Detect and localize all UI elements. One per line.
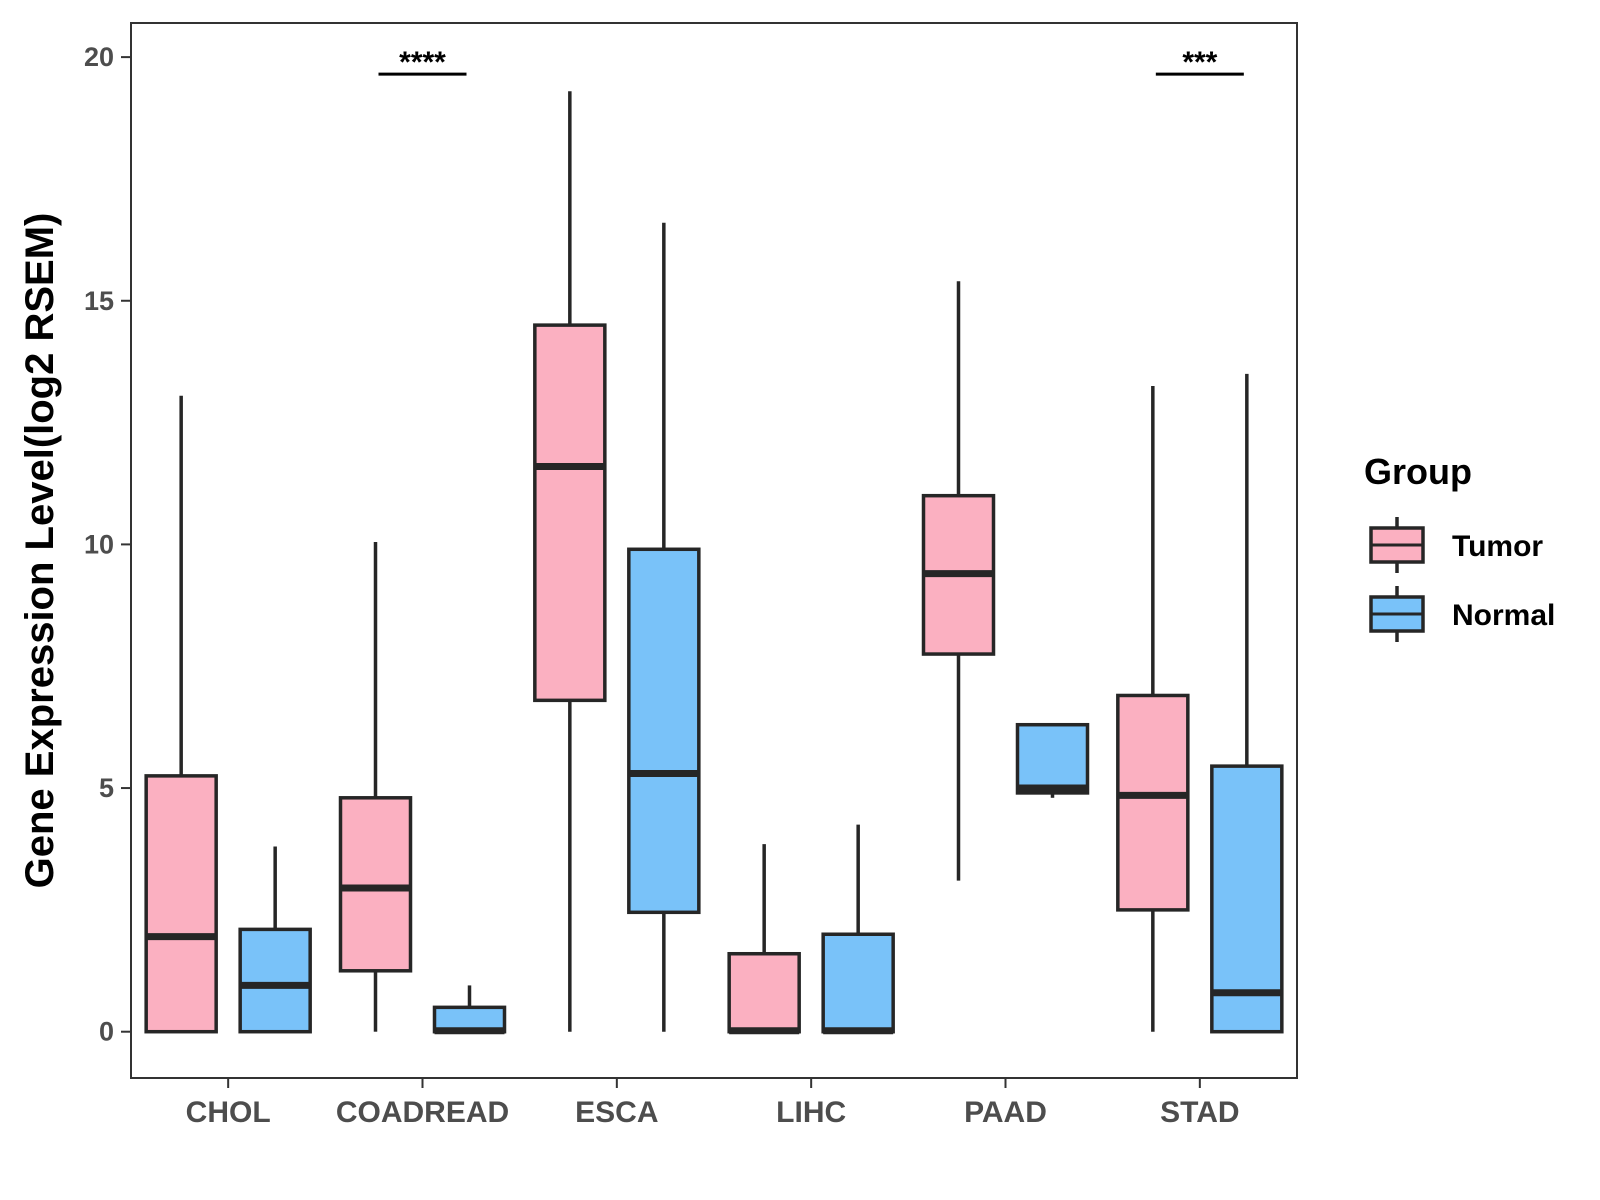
y-tick-label: 5 [99, 773, 114, 803]
box-normal-stad [1210, 373, 1284, 1034]
legend-title: Group [1364, 451, 1472, 492]
box-body [627, 547, 701, 915]
significance-label: *** [1182, 46, 1217, 79]
legend-label: Tumor [1452, 530, 1543, 563]
significance-label: **** [399, 46, 446, 79]
y-tick-label: 10 [84, 529, 114, 559]
box-tumor-chol [144, 395, 218, 1034]
box-body [238, 927, 312, 1034]
box-normal-paad [1015, 722, 1090, 798]
axes: 0 5 10 15 20 CHOL COADREAD ESCA LIHC PAAD STAD Gene… [18, 42, 1240, 1129]
box-tumor-stad [1116, 386, 1190, 1032]
y-tick-label: 20 [84, 42, 114, 72]
box-normal-esca [627, 222, 701, 1032]
y-tick-label: 0 [99, 1017, 114, 1047]
y-tick-label: 15 [84, 286, 114, 316]
box-tumor-esca [533, 91, 607, 1032]
box-body [533, 323, 607, 703]
x-tick-label: STAD [1160, 1096, 1239, 1129]
legend: Group Tumor Normal [1364, 451, 1555, 642]
box-normal-coadread [432, 985, 507, 1035]
legend-key-tumor [1369, 517, 1425, 573]
box-body [1116, 693, 1190, 912]
box-body [1210, 764, 1284, 1034]
box-body [338, 796, 413, 973]
plot-area: **** *** [130, 22, 1298, 1079]
box-body [727, 951, 801, 1034]
legend-key-normal [1369, 586, 1425, 642]
x-tick-label: ESCA [575, 1096, 658, 1129]
box-tumor-coadread [338, 541, 413, 1032]
x-tick-label: COADREAD [336, 1096, 509, 1129]
x-tick-label: PAAD [964, 1096, 1047, 1129]
box-tumor-lihc [727, 844, 801, 1035]
plot-panel-border [130, 22, 1298, 1079]
box-normal-chol [238, 846, 312, 1034]
x-tick-label: LIHC [776, 1096, 846, 1129]
box-body [1015, 722, 1090, 795]
y-axis-title: Gene Expression Level(log2 RSEM) [18, 213, 62, 889]
box-body [821, 932, 895, 1034]
box-body [144, 774, 218, 1034]
legend-label: Normal [1452, 599, 1555, 632]
x-tick-label: CHOL [186, 1096, 271, 1129]
box-tumor-paad [921, 281, 996, 881]
box-normal-lihc [821, 824, 895, 1035]
